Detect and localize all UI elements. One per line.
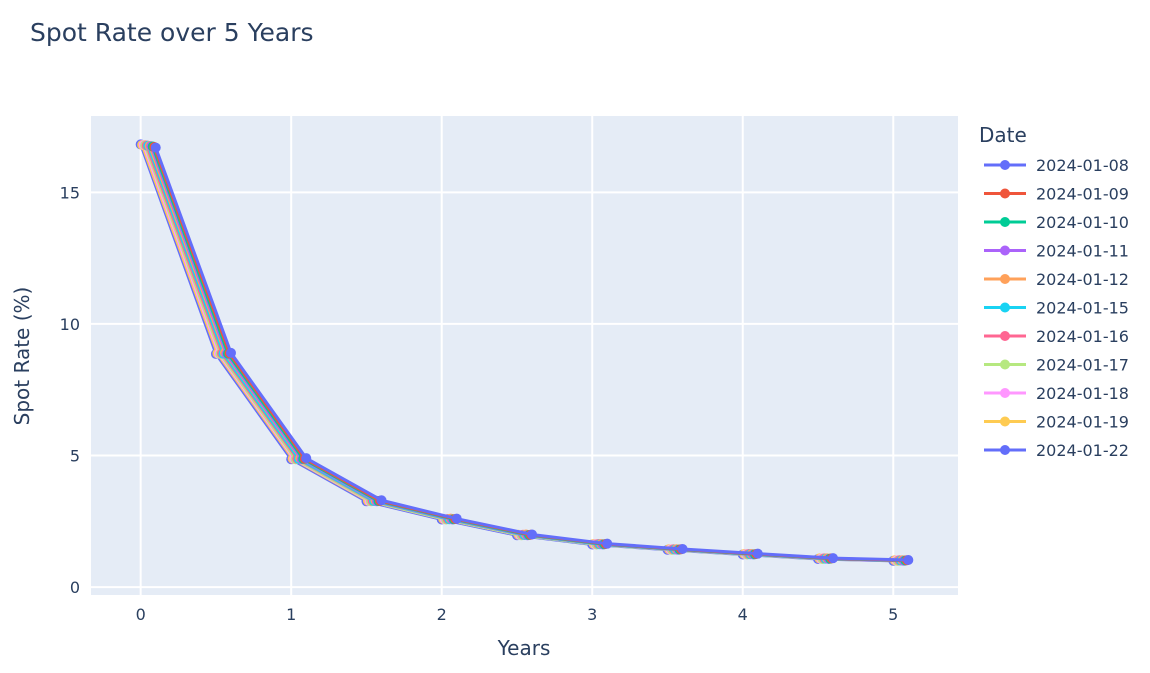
- legend-label: 2024-01-19: [1036, 413, 1129, 432]
- legend-label: 2024-01-16: [1036, 327, 1129, 346]
- y-tick-label: 15: [60, 183, 80, 202]
- legend-item[interactable]: 2024-01-10: [984, 213, 1129, 232]
- tick-labels: 0 1 2 3 4 5 0 5 10 15: [60, 183, 899, 624]
- data-point: [376, 495, 387, 506]
- x-tick-label: 2: [437, 605, 447, 624]
- x-tick-label: 4: [738, 605, 748, 624]
- legend-label: 2024-01-17: [1036, 356, 1129, 375]
- grid-lines: [91, 116, 958, 595]
- legend-item[interactable]: 2024-01-15: [984, 299, 1129, 318]
- data-point: [225, 347, 236, 358]
- legend-marker: [1000, 331, 1010, 341]
- x-axis-title: Years: [497, 636, 551, 660]
- legend-items: 2024-01-08 2024-01-09 2024-01-10 2024-01-11…: [984, 156, 1129, 460]
- data-point: [828, 553, 839, 564]
- legend-item[interactable]: 2024-01-22: [984, 441, 1129, 460]
- legend-item[interactable]: 2024-01-19: [984, 413, 1129, 432]
- data-point: [451, 513, 462, 524]
- chart-title: Spot Rate over 5 Years: [30, 18, 314, 47]
- legend: Date 2024-01-082024-01-092024-01-102024-…: [979, 123, 1129, 460]
- legend-marker: [1000, 160, 1010, 170]
- data-point: [150, 142, 161, 153]
- series-layer: [135, 139, 914, 566]
- data-point: [602, 538, 613, 549]
- data-point: [752, 548, 763, 559]
- x-tick-label: 0: [136, 605, 146, 624]
- x-tick-label: 5: [888, 605, 898, 624]
- legend-item[interactable]: 2024-01-11: [984, 242, 1129, 261]
- legend-marker: [1000, 245, 1010, 256]
- legend-label: 2024-01-15: [1036, 299, 1129, 318]
- series-2024-01-08: [150, 142, 914, 565]
- legend-marker: [1000, 274, 1010, 284]
- legend-title: Date: [979, 123, 1027, 147]
- data-point: [527, 529, 538, 540]
- legend-label: 2024-01-22: [1036, 441, 1129, 460]
- legend-marker: [1000, 217, 1010, 227]
- y-tick-label: 0: [70, 578, 80, 597]
- legend-marker: [1000, 416, 1010, 427]
- legend-item[interactable]: 2024-01-09: [984, 185, 1129, 204]
- plot-area: [91, 116, 958, 595]
- legend-item[interactable]: 2024-01-08: [984, 156, 1129, 175]
- legend-label: 2024-01-09: [1036, 185, 1129, 204]
- data-point: [677, 543, 688, 554]
- legend-item[interactable]: 2024-01-16: [984, 327, 1129, 346]
- data-point: [903, 554, 914, 565]
- legend-item[interactable]: 2024-01-12: [984, 270, 1129, 289]
- legend-label: 2024-01-12: [1036, 270, 1129, 289]
- legend-item[interactable]: 2024-01-17: [984, 356, 1129, 375]
- legend-label: 2024-01-08: [1036, 156, 1129, 175]
- legend-marker: [1000, 302, 1010, 313]
- y-axis-title: Spot Rate (%): [10, 287, 34, 426]
- x-tick-label: 3: [587, 605, 597, 624]
- legend-marker: [1000, 359, 1010, 370]
- legend-label: 2024-01-11: [1036, 242, 1129, 261]
- legend-marker: [1000, 445, 1010, 455]
- y-tick-label: 10: [60, 315, 80, 334]
- x-tick-label: 1: [286, 605, 296, 624]
- y-tick-label: 5: [70, 447, 80, 466]
- legend-label: 2024-01-10: [1036, 213, 1129, 232]
- legend-marker: [1000, 188, 1010, 199]
- legend-marker: [1000, 388, 1010, 398]
- legend-label: 2024-01-18: [1036, 384, 1129, 403]
- data-point: [301, 453, 312, 464]
- legend-item[interactable]: 2024-01-18: [984, 384, 1129, 403]
